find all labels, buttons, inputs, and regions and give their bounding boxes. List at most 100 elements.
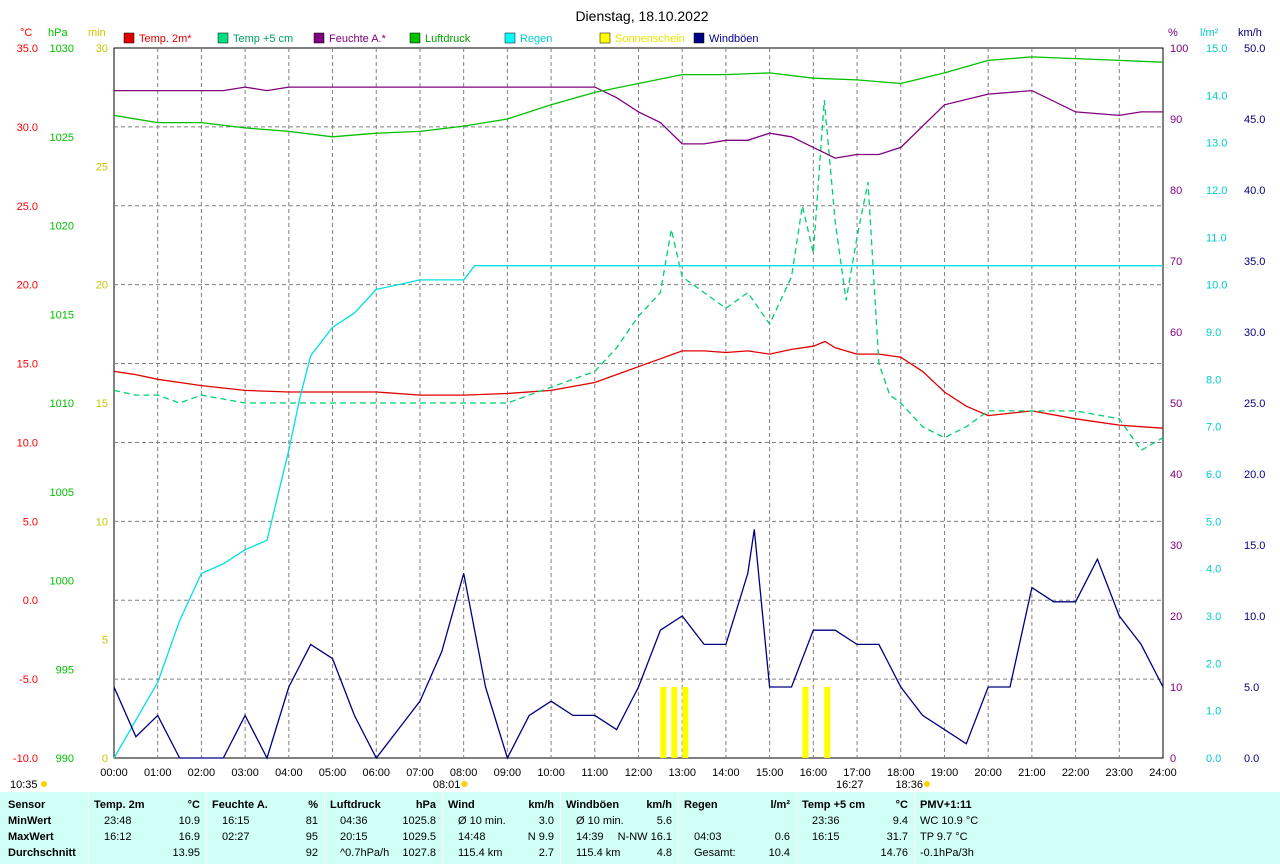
tick-rain: 11.0	[1206, 232, 1227, 244]
stats-label-wind: Ø 10 min.	[458, 815, 506, 827]
stats-row-min: MinWert	[8, 815, 52, 827]
stats-separator	[914, 792, 915, 864]
stats-value-temp5: 14.76	[880, 847, 908, 859]
tick-temp: 5.0	[23, 516, 38, 528]
tick-humidity: 0	[1170, 753, 1176, 765]
stats-label-temp2m: 23:48	[104, 815, 132, 827]
marker-maxtemp-label: 16:27	[836, 779, 864, 791]
series-sonnenschein	[660, 687, 831, 758]
tick-rain: 15.0	[1206, 43, 1227, 55]
stats-value-gust: 4.8	[656, 847, 672, 859]
tick-time: 20:00	[974, 767, 1002, 779]
tick-rain: 3.0	[1206, 611, 1221, 623]
tick-pressure: 1005	[50, 487, 74, 499]
stats-unit-temp5: °C	[895, 799, 908, 811]
tick-time: 21:00	[1018, 767, 1046, 779]
tick-wind: 45.0	[1244, 114, 1265, 126]
tick-humidity: 40	[1170, 469, 1182, 481]
stats-col-sensor: Sensor MinWert MaxWert Durchschnitt	[0, 792, 88, 864]
tick-time: 03:00	[231, 767, 259, 779]
stats-col-gust: Windböen km/h Ø 10 min. 5.6 14:39 N-NW 16.1 11…	[560, 792, 678, 864]
stats-label-temp5: 16:15	[812, 831, 840, 843]
tick-time: 18:00	[887, 767, 915, 779]
stats-label-gust: 14:39	[576, 831, 604, 843]
tick-minutes: 25	[96, 161, 108, 173]
tick-time: 08:00	[450, 767, 478, 779]
tick-humidity: 60	[1170, 327, 1182, 339]
stats-col-pressure: Luftdruck hPa 04:36 1025.8 20:15 1029.5 ^0.7hP…	[324, 792, 442, 864]
tick-time: 10:00	[537, 767, 565, 779]
stats-table: Sensor MinWert MaxWert Durchschnitt Temp…	[0, 792, 1280, 864]
legend-swatch	[313, 32, 325, 44]
stats-pmv-row: WC 10.9 °C	[920, 815, 979, 827]
tick-minutes: 10	[96, 516, 108, 528]
tick-temp: 30.0	[17, 122, 38, 134]
stats-head-humidity: Feuchte A.	[212, 799, 268, 811]
tick-rain: 9.0	[1206, 327, 1221, 339]
axis-humidity-unit: %	[1168, 27, 1178, 39]
stats-head-wind: Wind	[448, 799, 475, 811]
tick-time: 09:00	[494, 767, 522, 779]
stats-separator	[678, 792, 679, 864]
marker-sunset-label: 18:36	[895, 779, 923, 791]
tick-rain: 12.0	[1206, 185, 1227, 197]
tick-temp: 0.0	[23, 595, 38, 607]
stats-label-rain: Gesamt:	[694, 847, 736, 859]
tick-temp: 10.0	[17, 437, 38, 449]
chart-title: Dienstag, 18.10.2022	[575, 8, 708, 24]
stats-value-wind: N 9.9	[527, 831, 554, 843]
tick-humidity: 10	[1170, 682, 1182, 694]
stats-row-max: MaxWert	[8, 831, 54, 843]
chart-series	[113, 56, 1164, 760]
stats-separator	[324, 792, 325, 864]
tick-wind: 0.0	[1244, 753, 1259, 765]
stats-value-temp2m: 16.9	[178, 831, 200, 843]
legend-label: Windböen	[709, 33, 759, 45]
tick-minutes: 5	[102, 635, 108, 647]
tick-minutes: 15	[96, 398, 108, 410]
legend-swatch	[217, 32, 229, 44]
stats-head-gust: Windböen	[566, 799, 620, 811]
legend-label: Feuchte A.*	[329, 33, 387, 45]
legend-swatch	[599, 32, 611, 44]
stats-label-temp5: 23:36	[812, 815, 840, 827]
tick-minutes: 30	[96, 43, 108, 55]
series-windb-en	[113, 529, 1164, 760]
stats-separator	[796, 792, 797, 864]
tick-pressure: 995	[56, 664, 74, 676]
marker-moonrise-label: 10:35	[10, 779, 38, 791]
sunrise-icon	[461, 781, 468, 787]
legend-swatch	[409, 32, 421, 44]
tick-temp: 35.0	[17, 43, 38, 55]
tick-pressure: 1010	[50, 398, 74, 410]
stats-col-pmv: PMV+1:11 WC 10.9 °C TP 9.7 °C -0.1hPa/3h	[914, 792, 1034, 864]
stats-separator	[560, 792, 561, 864]
stats-value-pressure: 1027.8	[402, 847, 436, 859]
stats-value-temp5: 9.4	[892, 815, 908, 827]
tick-rain: 5.0	[1206, 516, 1221, 528]
sun-bar	[671, 687, 678, 758]
tick-time: 07:00	[406, 767, 434, 779]
tick-temp: -5.0	[19, 674, 38, 686]
stats-head-sensor: Sensor	[8, 799, 46, 811]
tick-wind: 25.0	[1244, 398, 1265, 410]
stats-col-wind: Wind km/h Ø 10 min. 3.0 14:48 N 9.9 115.4 km 2.…	[442, 792, 560, 864]
chart-axes: °C hPa min% l/m² km/h 35.0 30.0 25.0 20.0 15.0 10.…	[13, 27, 1266, 779]
tick-wind: 50.0	[1244, 43, 1265, 55]
tick-time: 04:00	[275, 767, 303, 779]
tick-time: 23:00	[1106, 767, 1134, 779]
stats-label-pressure: 20:15	[340, 831, 368, 843]
stats-pmv-row: -0.1hPa/3h	[920, 847, 974, 859]
moonrise-icon	[41, 781, 47, 787]
tick-rain: 7.0	[1206, 422, 1221, 434]
tick-time: 17:00	[843, 767, 871, 779]
tick-time: 11:00	[581, 767, 608, 779]
tick-minutes: 0	[102, 753, 108, 765]
axis-temp-unit: °C	[20, 27, 32, 39]
tick-pressure: 1015	[50, 309, 74, 321]
legend-swatch	[123, 32, 135, 44]
stats-value-humidity: 92	[305, 847, 318, 859]
stats-head-pmv: PMV+1:11	[920, 799, 972, 811]
tick-wind: 30.0	[1244, 327, 1265, 339]
stats-label-gust: 115.4 km	[576, 847, 621, 859]
